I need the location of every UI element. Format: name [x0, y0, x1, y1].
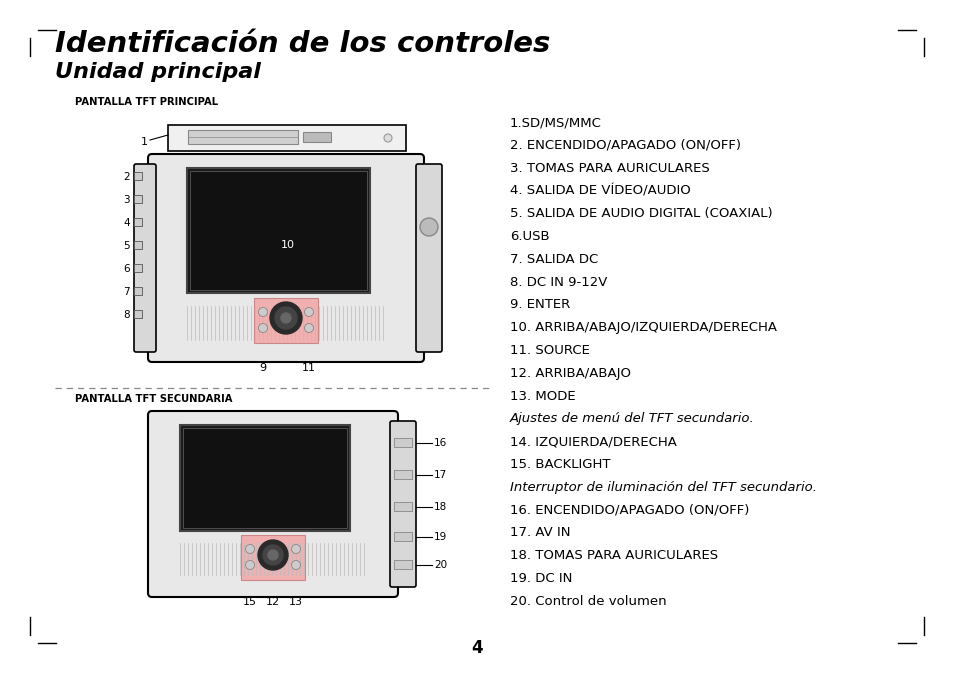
Text: 16. ENCENDIDO/APAGADO (ON/OFF): 16. ENCENDIDO/APAGADO (ON/OFF)	[510, 503, 749, 517]
Text: 7. SALIDA DC: 7. SALIDA DC	[510, 253, 598, 266]
Bar	[133, 218, 142, 226]
Text: 12. ARRIBA/ABAJO: 12. ARRIBA/ABAJO	[510, 367, 630, 380]
Text: 16: 16	[434, 438, 447, 448]
Text: 6.USB: 6.USB	[510, 230, 549, 243]
Circle shape	[304, 324, 314, 332]
Text: 2. ENCENDIDO/APAGADO (ON/OFF): 2. ENCENDIDO/APAGADO (ON/OFF)	[510, 139, 740, 152]
Text: 8: 8	[123, 310, 130, 320]
Bar	[394, 502, 412, 511]
Circle shape	[304, 308, 314, 316]
Text: 1: 1	[141, 137, 148, 147]
Text: 5: 5	[123, 241, 130, 251]
Bar	[133, 287, 142, 295]
Circle shape	[245, 544, 254, 553]
Bar	[133, 241, 142, 249]
Bar	[394, 532, 412, 541]
Text: 10: 10	[281, 240, 294, 250]
Bar	[303, 132, 331, 142]
Bar	[394, 470, 412, 479]
Text: 14. IZQUIERDA/DERECHA: 14. IZQUIERDA/DERECHA	[510, 435, 677, 448]
Text: 4: 4	[471, 639, 482, 657]
Text: 8. DC IN 9-12V: 8. DC IN 9-12V	[510, 276, 607, 289]
Bar	[133, 310, 142, 318]
Text: Interruptor de iluminación del TFT secundario.: Interruptor de iluminación del TFT secun…	[510, 481, 816, 494]
Bar	[180, 425, 350, 531]
Circle shape	[419, 218, 437, 236]
Circle shape	[292, 544, 300, 553]
FancyBboxPatch shape	[133, 164, 156, 352]
Text: 20: 20	[434, 560, 447, 570]
Text: 4: 4	[123, 218, 130, 228]
Circle shape	[281, 313, 291, 323]
Circle shape	[274, 307, 296, 329]
Text: 13: 13	[289, 597, 303, 607]
Text: 6: 6	[123, 264, 130, 274]
Text: 9: 9	[259, 363, 266, 373]
Circle shape	[270, 302, 302, 334]
Circle shape	[263, 545, 283, 565]
Text: PANTALLA TFT PRINCIPAL: PANTALLA TFT PRINCIPAL	[75, 97, 218, 107]
Text: 13. MODE: 13. MODE	[510, 390, 575, 402]
Bar	[168, 125, 406, 151]
Text: 1.SD/MS/MMC: 1.SD/MS/MMC	[510, 116, 601, 129]
Circle shape	[257, 540, 288, 570]
Bar	[190, 171, 367, 290]
Bar	[394, 438, 412, 447]
Bar	[183, 428, 347, 528]
Bar	[188, 130, 297, 144]
Text: 18: 18	[434, 502, 447, 512]
Text: 19: 19	[434, 532, 447, 542]
Bar	[394, 560, 412, 569]
Text: Ajustes de menú del TFT secundario.: Ajustes de menú del TFT secundario.	[510, 413, 754, 425]
FancyBboxPatch shape	[148, 411, 397, 597]
Text: PANTALLA TFT SECUNDARIA: PANTALLA TFT SECUNDARIA	[75, 394, 233, 404]
Bar	[241, 535, 305, 580]
Text: 2: 2	[123, 172, 130, 182]
Text: 20. Control de volumen: 20. Control de volumen	[510, 595, 666, 608]
Circle shape	[245, 561, 254, 569]
Text: Unidad principal: Unidad principal	[55, 62, 260, 82]
Bar	[187, 168, 370, 293]
FancyBboxPatch shape	[390, 421, 416, 587]
Circle shape	[384, 134, 392, 142]
Text: Identificación de los controles: Identificación de los controles	[55, 30, 550, 58]
FancyBboxPatch shape	[416, 164, 441, 352]
Circle shape	[268, 550, 277, 560]
Text: 10. ARRIBA/ABAJO/IZQUIERDA/DERECHA: 10. ARRIBA/ABAJO/IZQUIERDA/DERECHA	[510, 321, 776, 334]
Text: 19. DC IN: 19. DC IN	[510, 572, 572, 585]
Text: 17. AV IN: 17. AV IN	[510, 526, 570, 539]
Text: 5. SALIDA DE AUDIO DIGITAL (COAXIAL): 5. SALIDA DE AUDIO DIGITAL (COAXIAL)	[510, 207, 772, 220]
Text: 3. TOMAS PARA AURICULARES: 3. TOMAS PARA AURICULARES	[510, 162, 709, 174]
Text: 15: 15	[243, 597, 256, 607]
Text: 11. SOURCE: 11. SOURCE	[510, 344, 589, 357]
Circle shape	[258, 324, 267, 332]
FancyBboxPatch shape	[148, 154, 423, 362]
Text: 18. TOMAS PARA AURICULARES: 18. TOMAS PARA AURICULARES	[510, 549, 718, 562]
Text: 3: 3	[123, 195, 130, 205]
Bar	[253, 298, 317, 343]
Bar	[133, 195, 142, 203]
Text: 12: 12	[266, 597, 280, 607]
Text: 17: 17	[434, 470, 447, 480]
Text: 11: 11	[302, 363, 315, 373]
Circle shape	[292, 561, 300, 569]
Text: 7: 7	[123, 287, 130, 297]
Circle shape	[258, 308, 267, 316]
Text: 9. ENTER: 9. ENTER	[510, 298, 570, 312]
Bar	[133, 172, 142, 180]
Text: 14: 14	[257, 548, 272, 558]
Text: 4. SALIDA DE VÍDEO/AUDIO: 4. SALIDA DE VÍDEO/AUDIO	[510, 184, 690, 197]
Text: 15. BACKLIGHT: 15. BACKLIGHT	[510, 458, 610, 471]
Bar	[133, 264, 142, 272]
